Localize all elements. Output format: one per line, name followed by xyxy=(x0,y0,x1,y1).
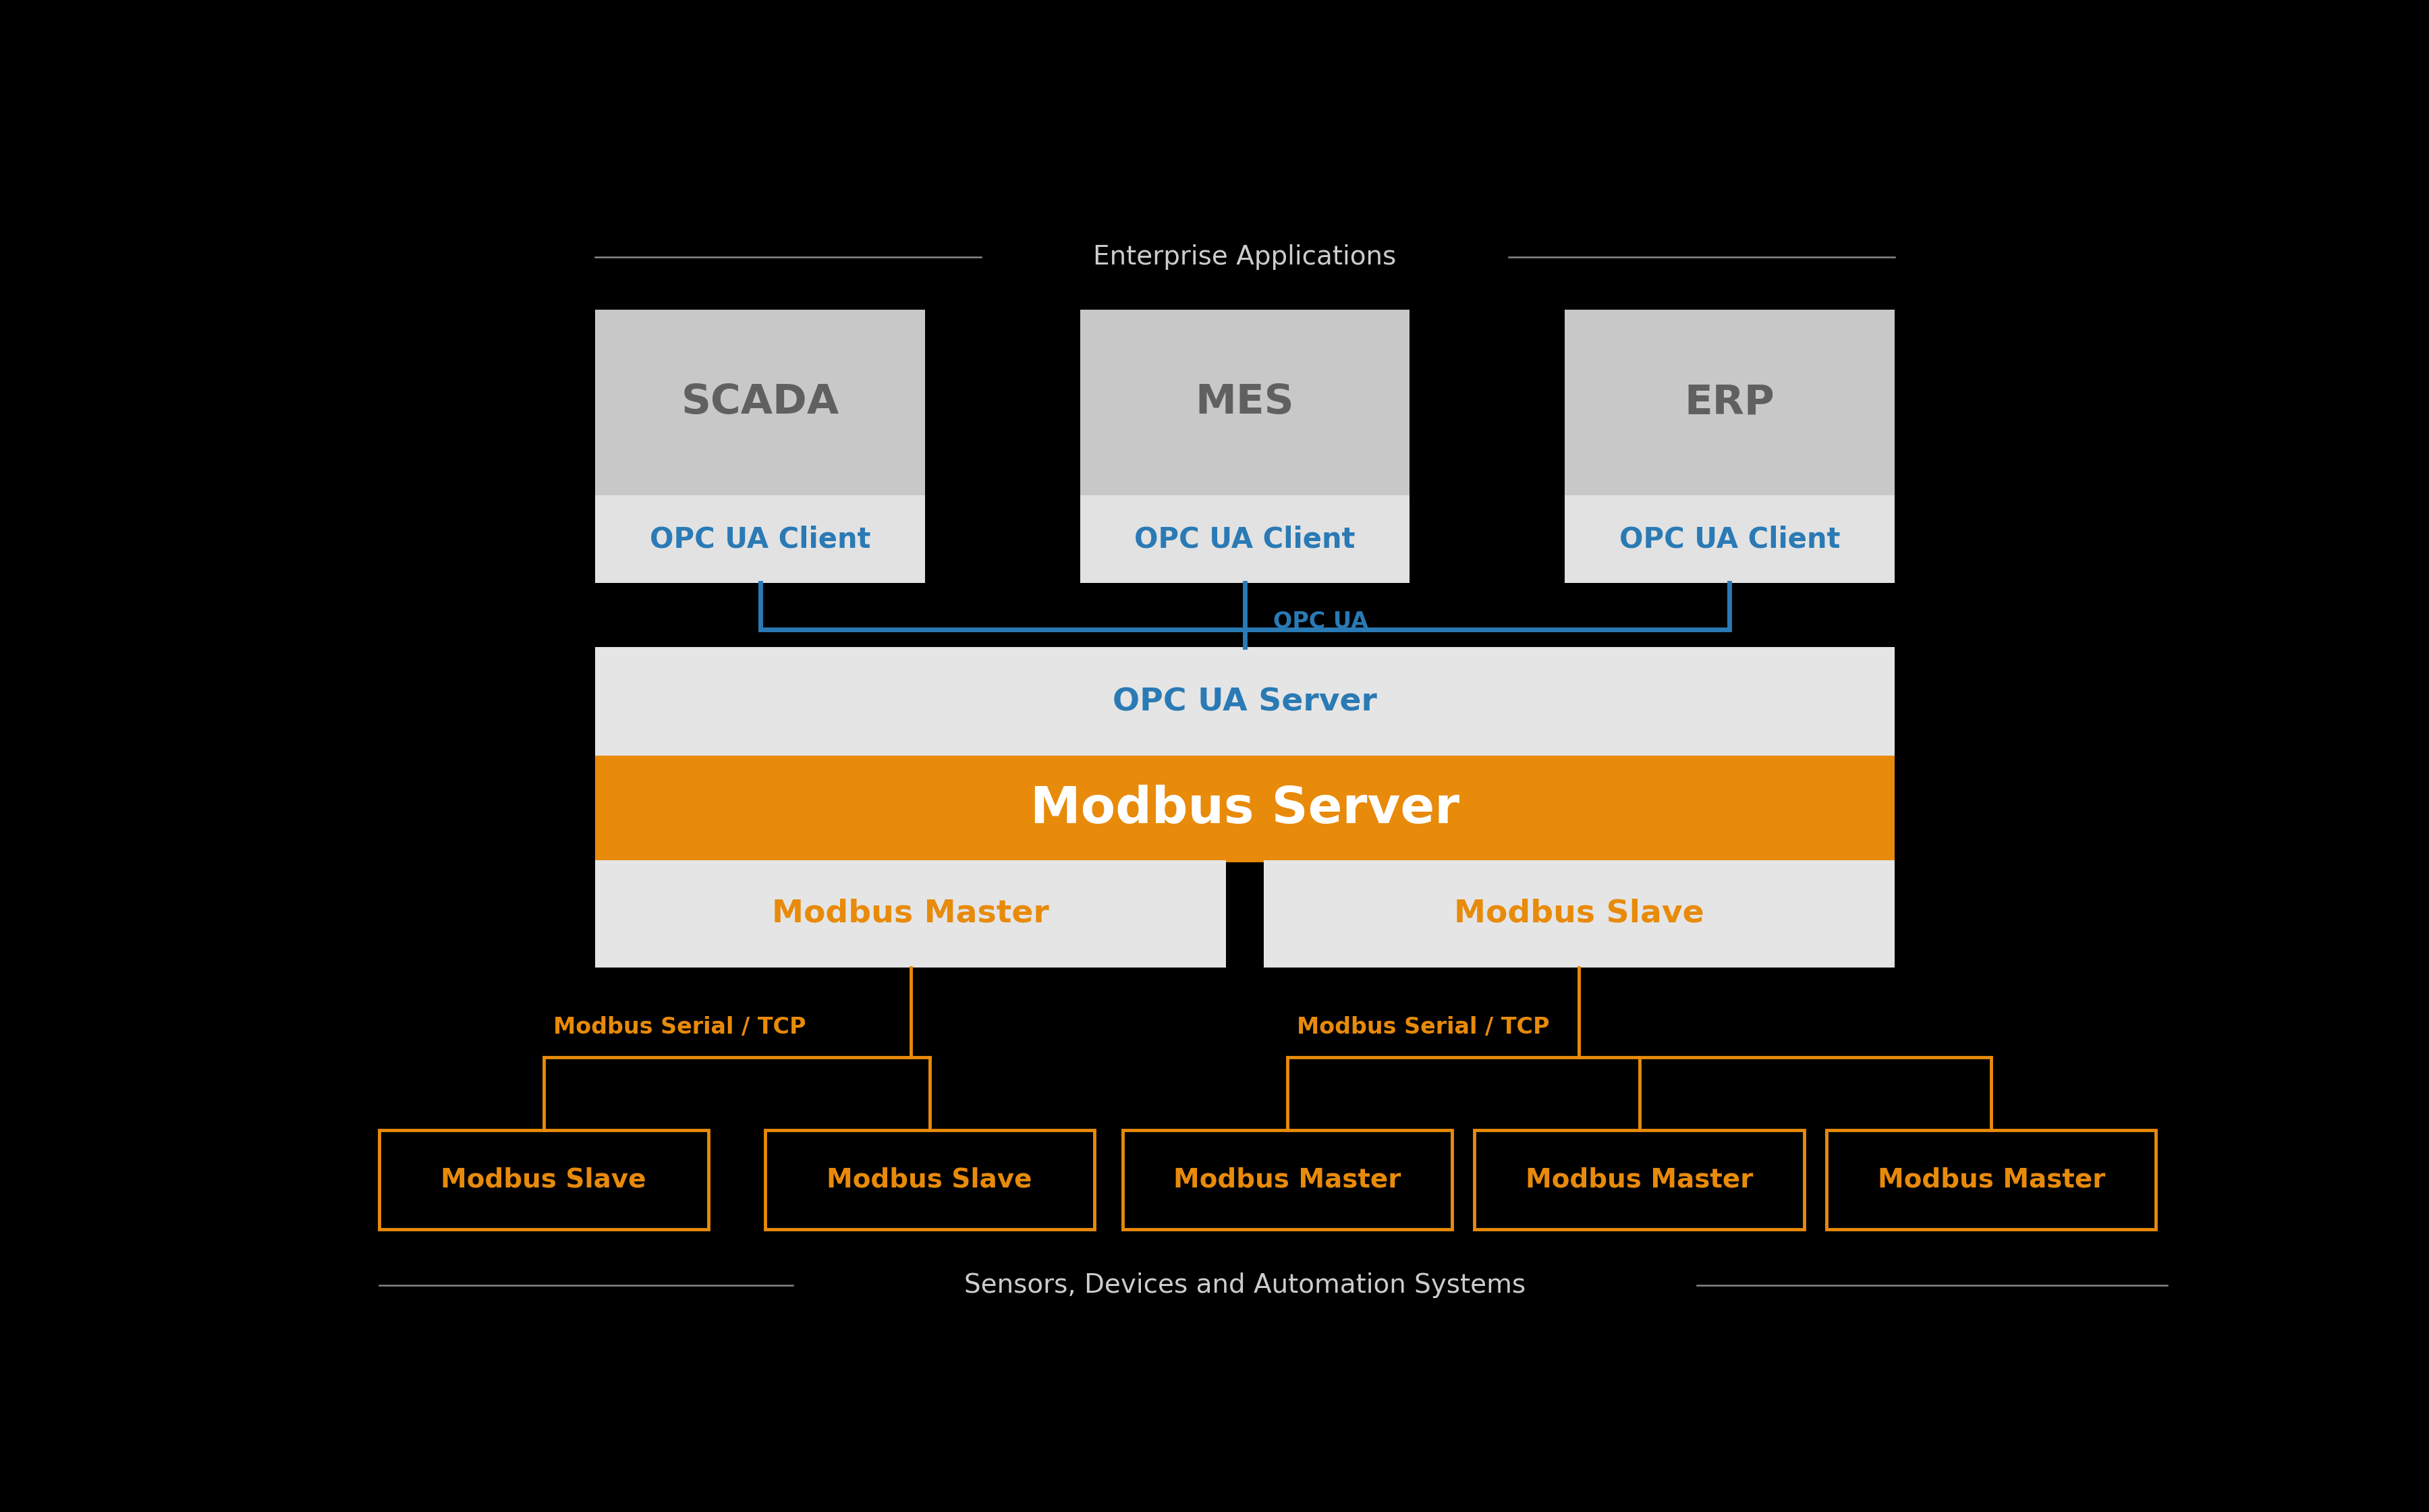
Text: OPC UA Client: OPC UA Client xyxy=(649,525,870,553)
Text: ERP: ERP xyxy=(1683,383,1776,422)
FancyBboxPatch shape xyxy=(1081,310,1409,496)
FancyBboxPatch shape xyxy=(1564,310,1895,496)
Text: Modbus Slave: Modbus Slave xyxy=(1455,898,1705,928)
Text: Modbus Master: Modbus Master xyxy=(772,898,1049,928)
FancyBboxPatch shape xyxy=(1564,496,1895,584)
FancyBboxPatch shape xyxy=(379,1131,709,1229)
Text: Modbus Slave: Modbus Slave xyxy=(826,1167,1032,1193)
FancyBboxPatch shape xyxy=(1827,1131,2157,1229)
Text: MES: MES xyxy=(1195,383,1295,422)
Text: Sensors, Devices and Automation Systems: Sensors, Devices and Automation Systems xyxy=(964,1272,1525,1297)
FancyBboxPatch shape xyxy=(1263,860,1895,968)
Text: OPC UA: OPC UA xyxy=(1273,611,1368,634)
FancyBboxPatch shape xyxy=(595,756,1895,862)
Text: Modbus Master: Modbus Master xyxy=(1878,1167,2106,1193)
FancyBboxPatch shape xyxy=(1474,1131,1805,1229)
FancyBboxPatch shape xyxy=(1122,1131,1453,1229)
FancyBboxPatch shape xyxy=(595,860,1227,968)
FancyBboxPatch shape xyxy=(595,496,925,584)
Text: OPC UA Client: OPC UA Client xyxy=(1620,525,1841,553)
FancyBboxPatch shape xyxy=(765,1131,1093,1229)
FancyBboxPatch shape xyxy=(595,647,1895,758)
Text: Modbus Serial / TCP: Modbus Serial / TCP xyxy=(554,1016,806,1039)
Text: OPC UA Client: OPC UA Client xyxy=(1134,525,1355,553)
Text: SCADA: SCADA xyxy=(680,383,838,422)
FancyBboxPatch shape xyxy=(595,310,925,496)
Text: OPC UA Server: OPC UA Server xyxy=(1112,688,1377,718)
Text: Modbus Slave: Modbus Slave xyxy=(442,1167,646,1193)
FancyBboxPatch shape xyxy=(1081,496,1409,584)
Text: Modbus Master: Modbus Master xyxy=(1525,1167,1754,1193)
Text: Modbus Master: Modbus Master xyxy=(1173,1167,1402,1193)
Text: Modbus Server: Modbus Server xyxy=(1030,785,1460,833)
Text: Modbus Serial / TCP: Modbus Serial / TCP xyxy=(1297,1016,1550,1039)
Text: Enterprise Applications: Enterprise Applications xyxy=(1093,245,1397,271)
